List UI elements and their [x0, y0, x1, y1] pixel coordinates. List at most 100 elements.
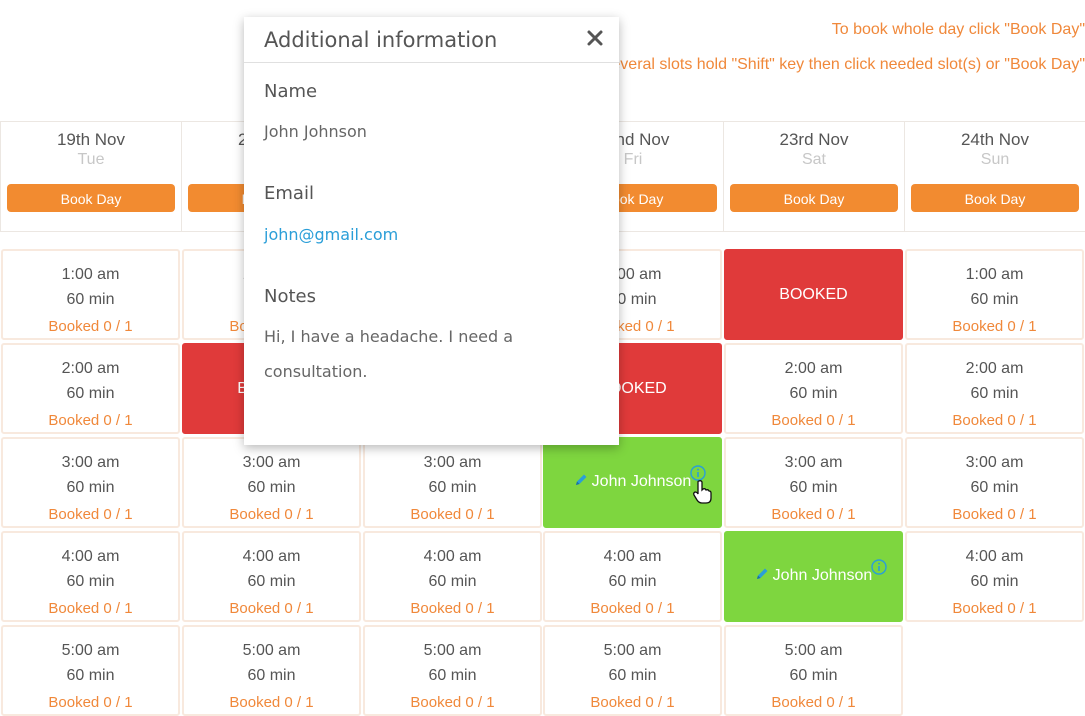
name-label: Name [264, 81, 318, 102]
time-slot[interactable]: 1:00 am 60 min Booked 0 / 1 [1, 249, 180, 340]
slot-duration: 60 min [428, 667, 477, 684]
slot-duration: 60 min [66, 385, 115, 402]
day-weekday: Sun [980, 151, 1010, 168]
info-icon[interactable] [871, 559, 887, 575]
slot-status: Booked 0 / 1 [952, 506, 1037, 523]
time-slot[interactable]: 4:00 am 60 min Booked 0 / 1 [363, 531, 542, 622]
slot-status: Booked 0 / 1 [410, 694, 495, 711]
slot-time: 2:00 am [61, 360, 120, 377]
slot-status: Booked 0 / 1 [229, 600, 314, 617]
time-slot[interactable]: 3:00 am 60 min Booked 0 / 1 [905, 437, 1084, 528]
slot-duration: 60 min [789, 385, 838, 402]
hint-book-day: To book whole day click "Book Day" [831, 21, 1085, 38]
time-slot[interactable]: 4:00 am 60 min Booked 0 / 1 [905, 531, 1084, 622]
book-day-button[interactable]: Book Day [911, 184, 1079, 212]
time-slot[interactable]: 2:00 am 60 min Booked 0 / 1 [905, 343, 1084, 434]
info-icon[interactable] [690, 465, 706, 481]
slot-duration: 60 min [428, 573, 477, 590]
slot-time: 5:00 am [784, 642, 843, 659]
slot-time: 4:00 am [965, 548, 1024, 565]
notes-label: Notes [264, 286, 316, 307]
slot-time: 3:00 am [784, 454, 843, 471]
slot-duration: 60 min [66, 667, 115, 684]
slot-status: Booked 0 / 1 [771, 412, 856, 429]
slot-duration: 60 min [608, 573, 657, 590]
slot-time: 2:00 am [784, 360, 843, 377]
slot-time: 3:00 am [423, 454, 482, 471]
booking-name: John Johnson [772, 567, 873, 584]
time-slot[interactable]: 3:00 am 60 min Booked 0 / 1 [363, 437, 542, 528]
slot-duration: 60 min [247, 479, 296, 496]
notes-value: Hi, I have a headache. I need a consulta… [264, 327, 514, 381]
close-icon[interactable] [585, 28, 605, 48]
day-weekday: Tue [77, 151, 105, 168]
slot-duration: 60 min [428, 479, 477, 496]
my-booking-slot[interactable]: John Johnson [724, 531, 903, 622]
slot-status: Booked 0 / 1 [771, 694, 856, 711]
slot-duration: 60 min [970, 385, 1019, 402]
slot-time: 5:00 am [423, 642, 482, 659]
slot-time: 3:00 am [61, 454, 120, 471]
slot-status: Booked 0 / 1 [410, 600, 495, 617]
slot-status: Booked 0 / 1 [771, 506, 856, 523]
slot-duration: 60 min [789, 667, 838, 684]
slot-time: 4:00 am [242, 548, 301, 565]
time-slot[interactable]: 5:00 am 60 min Booked 0 / 1 [1, 625, 180, 716]
my-booking-slot[interactable]: John Johnson [543, 437, 722, 528]
time-slot[interactable]: 4:00 am 60 min Booked 0 / 1 [543, 531, 722, 622]
time-slot[interactable]: 1:00 am 60 min Booked 0 / 1 [905, 249, 1084, 340]
name-value: John Johnson [264, 122, 367, 141]
time-slot[interactable]: 3:00 am 60 min Booked 0 / 1 [724, 437, 903, 528]
book-day-button[interactable]: Book Day [7, 184, 175, 212]
time-slot[interactable]: 5:00 am 60 min Booked 0 / 1 [724, 625, 903, 716]
slot-duration: 60 min [970, 479, 1019, 496]
time-slot[interactable]: 2:00 am 60 min Booked 0 / 1 [724, 343, 903, 434]
slot-status: Booked 0 / 1 [410, 506, 495, 523]
time-slot[interactable]: 4:00 am 60 min Booked 0 / 1 [1, 531, 180, 622]
time-slot[interactable]: 5:00 am 60 min Booked 0 / 1 [182, 625, 361, 716]
slot-duration: 60 min [608, 291, 657, 308]
slot-time: 1:00 am [61, 266, 120, 283]
booking-name: John Johnson [591, 473, 692, 490]
pencil-icon[interactable] [574, 473, 588, 487]
day-header: 23rd Nov Sat Book Day [723, 121, 904, 231]
email-label: Email [264, 183, 314, 204]
day-date: 19th Nov [56, 130, 126, 149]
slot-status: Booked 0 / 1 [48, 694, 133, 711]
time-slot[interactable]: 5:00 am 60 min Booked 0 / 1 [543, 625, 722, 716]
slot-duration: 60 min [608, 667, 657, 684]
slot-duration: 60 min [247, 667, 296, 684]
time-slot[interactable]: 3:00 am 60 min Booked 0 / 1 [1, 437, 180, 528]
day-header: 19th Nov Tue Book Day [0, 121, 181, 231]
book-day-button[interactable]: Book Day [730, 184, 898, 212]
slot-time: 2:00 am [965, 360, 1024, 377]
pencil-icon[interactable] [755, 567, 769, 581]
slot-duration: 60 min [66, 573, 115, 590]
slot-time: 5:00 am [61, 642, 120, 659]
booked-label: BOOKED [779, 286, 848, 303]
slot-status: Booked 0 / 1 [590, 600, 675, 617]
slot-time: 1:00 am [965, 266, 1024, 283]
time-slot[interactable]: 5:00 am 60 min Booked 0 / 1 [363, 625, 542, 716]
day-weekday: Fri [623, 151, 643, 168]
slot-time: 5:00 am [242, 642, 301, 659]
additional-info-modal: Additional information Name John Johnson… [244, 17, 619, 445]
slot-time: 4:00 am [603, 548, 662, 565]
hand-cursor-icon [693, 480, 712, 504]
slot-time: 5:00 am [603, 642, 662, 659]
email-link[interactable]: john@gmail.com [264, 225, 399, 244]
slot-status: Booked 0 / 1 [952, 318, 1037, 335]
slot-time: 4:00 am [61, 548, 120, 565]
booked-slot[interactable]: BOOKED [724, 249, 903, 340]
time-slot[interactable]: 4:00 am 60 min Booked 0 / 1 [182, 531, 361, 622]
time-slot[interactable]: 2:00 am 60 min Booked 0 / 1 [1, 343, 180, 434]
modal-header: Additional information [244, 17, 619, 63]
slot-status: Booked 0 / 1 [590, 694, 675, 711]
slot-duration: 60 min [247, 573, 296, 590]
day-weekday: Sat [801, 151, 826, 168]
slot-status: Booked 0 / 1 [48, 506, 133, 523]
slot-duration: 60 min [970, 291, 1019, 308]
time-slot[interactable]: 3:00 am 60 min Booked 0 / 1 [182, 437, 361, 528]
slot-duration: 60 min [970, 573, 1019, 590]
slot-status: Booked 0 / 1 [48, 600, 133, 617]
